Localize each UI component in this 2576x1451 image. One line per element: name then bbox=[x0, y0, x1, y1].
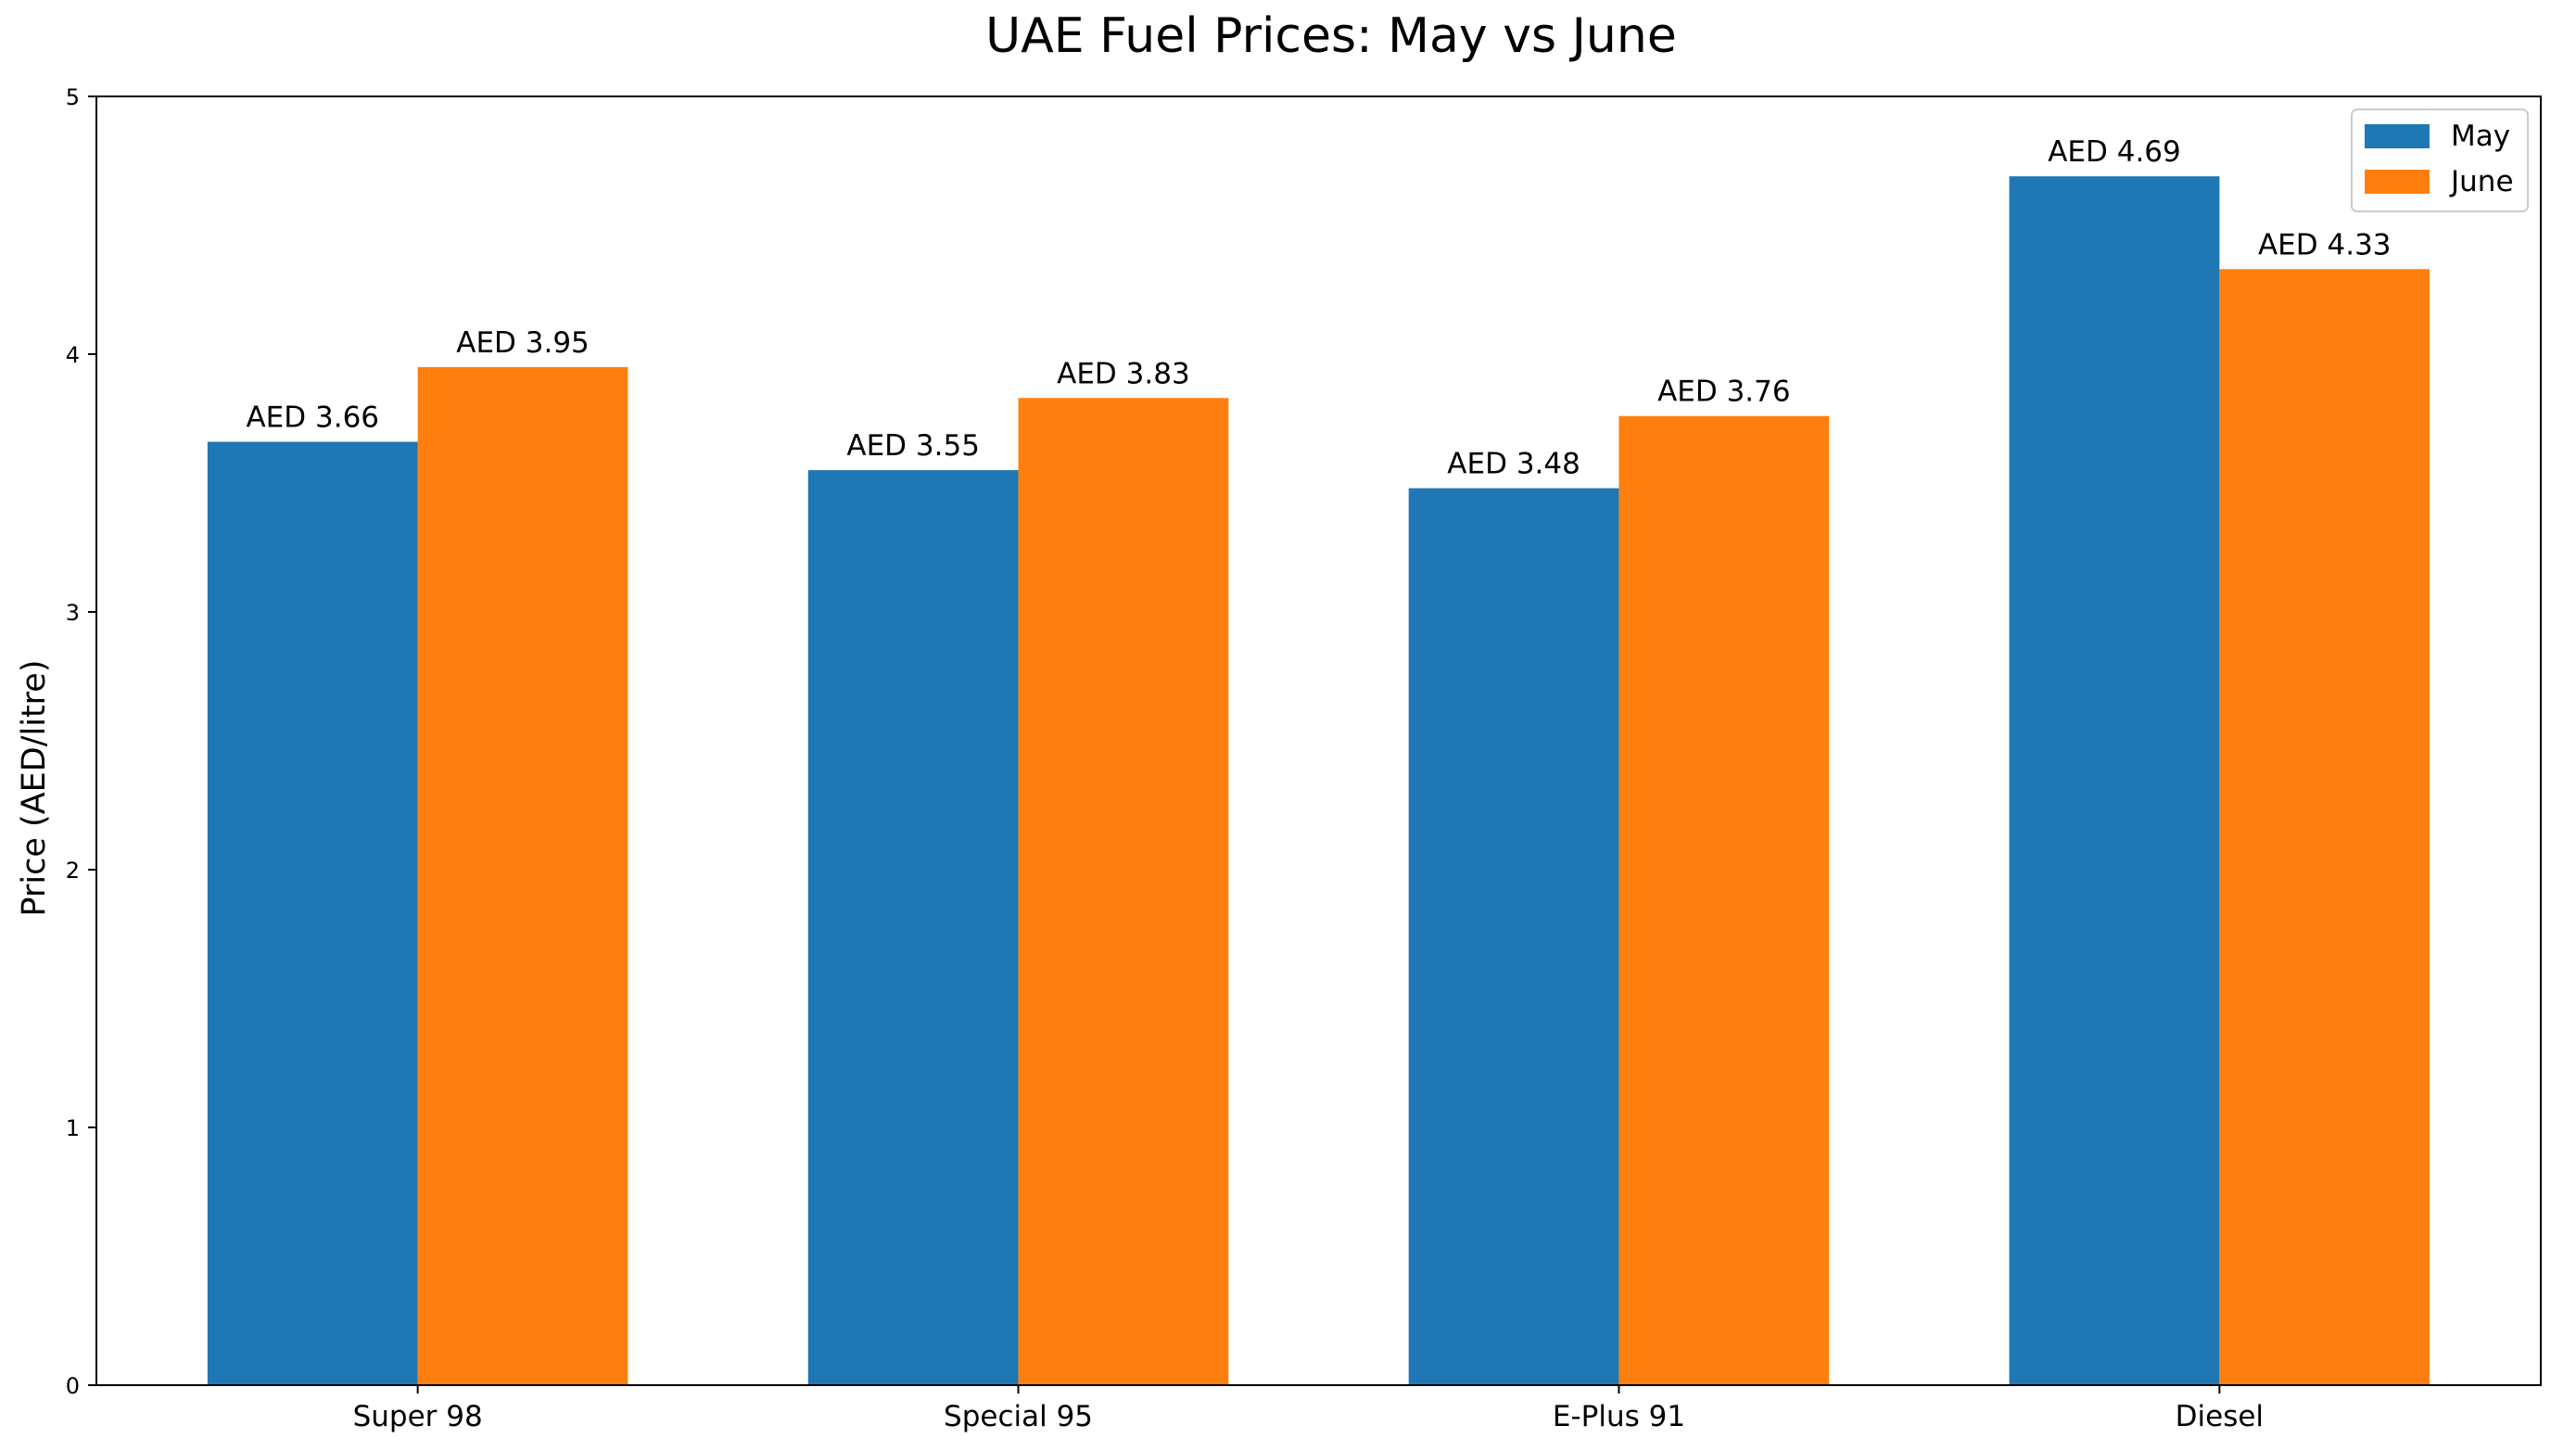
data-label: AED 3.95 bbox=[456, 326, 590, 360]
bar-may-super-98 bbox=[207, 441, 418, 1385]
data-label: AED 3.66 bbox=[246, 401, 379, 435]
y-tick-label: 3 bbox=[66, 600, 80, 626]
x-tick-label: Special 95 bbox=[944, 1400, 1093, 1433]
legend-label: May bbox=[2451, 120, 2510, 153]
legend-swatch-june bbox=[2365, 170, 2430, 194]
bar-june-special-95 bbox=[1018, 398, 1229, 1385]
bar-may-diesel bbox=[2009, 176, 2220, 1386]
plot-area: AED 3.66 AED 3.55 AED 3.48 AED 4.69 AED 3.95… bbox=[66, 84, 2542, 1433]
axes-frame bbox=[95, 95, 2542, 1386]
legend-swatch-may bbox=[2365, 124, 2430, 148]
y-tick-label: 2 bbox=[66, 858, 80, 884]
y-axis-label: Price (AED/litre) bbox=[16, 660, 53, 917]
data-label: AED 3.48 bbox=[1447, 448, 1580, 481]
chart-title: UAE Fuel Prices: May vs June bbox=[985, 8, 1677, 64]
data-label: AED 3.76 bbox=[1657, 375, 1791, 409]
x-tick-label: Super 98 bbox=[353, 1400, 483, 1433]
x-tick-label: Diesel bbox=[2176, 1400, 2264, 1433]
legend-label: June bbox=[2449, 165, 2514, 198]
data-label: AED 3.83 bbox=[1057, 357, 1190, 390]
data-label: AED 4.33 bbox=[2258, 228, 2392, 261]
y-tick-label: 5 bbox=[66, 84, 80, 110]
bar-june-e-plus-91 bbox=[1618, 415, 1830, 1386]
y-tick-label: 1 bbox=[66, 1115, 80, 1141]
y-tick-label: 0 bbox=[66, 1373, 80, 1399]
bar-may-e-plus-91 bbox=[1408, 488, 1619, 1385]
bar-june-diesel bbox=[2219, 269, 2430, 1385]
x-tick-label: E-Plus 91 bbox=[1553, 1400, 1685, 1433]
bar-may-special-95 bbox=[807, 470, 1019, 1386]
data-label: AED 3.55 bbox=[846, 429, 980, 463]
bar-june-super-98 bbox=[417, 366, 628, 1385]
y-tick-label: 4 bbox=[66, 342, 80, 368]
data-label: AED 4.69 bbox=[2048, 135, 2181, 169]
